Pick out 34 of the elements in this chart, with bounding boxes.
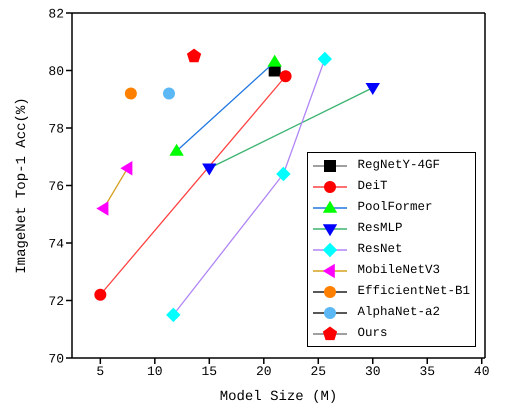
x-tick-label: 5 [96,364,104,380]
legend-label: Ours [357,325,388,342]
x-tick-label: 40 [474,364,490,380]
y-tick-label: 76 [48,179,64,194]
point [280,70,292,82]
point [124,88,137,100]
y-tick-label: 72 [48,294,64,310]
legend-label: EfficientNet-B1 [357,283,470,300]
x-tick-label: 20 [256,364,272,380]
y-tick-label: 70 [48,352,64,367]
y-tick-label: 80 [48,64,64,80]
legend-label: DeiT [357,178,388,195]
y-tick-label: 74 [48,236,64,252]
point [186,48,202,62]
y-tick-label: 78 [48,122,64,137]
point [94,288,106,301]
legend-label: ResMLP [357,220,402,237]
x-axis-title: Model Size (M) [220,389,338,405]
x-tick-label: 25 [310,364,326,380]
legend-label: ResNet [357,241,402,258]
point [166,308,181,322]
x-tick-label: 30 [364,364,381,380]
x-tick-label: 15 [202,364,218,380]
x-tick-label: 35 [419,364,436,380]
point [318,52,332,66]
y-tick-label: 82 [48,6,64,22]
y-axis-title: ImageNet Top-1 Acc(%) [14,97,30,274]
legend-label: RegNetY-4GF [357,157,440,174]
legend-label: AlphaNet-a2 [357,304,440,321]
point [162,88,175,100]
x-tick-label: 10 [147,364,163,380]
legend-label: PoolFormer [357,199,432,216]
point [276,166,291,182]
legend-label: MobileNetV3 [357,262,440,279]
